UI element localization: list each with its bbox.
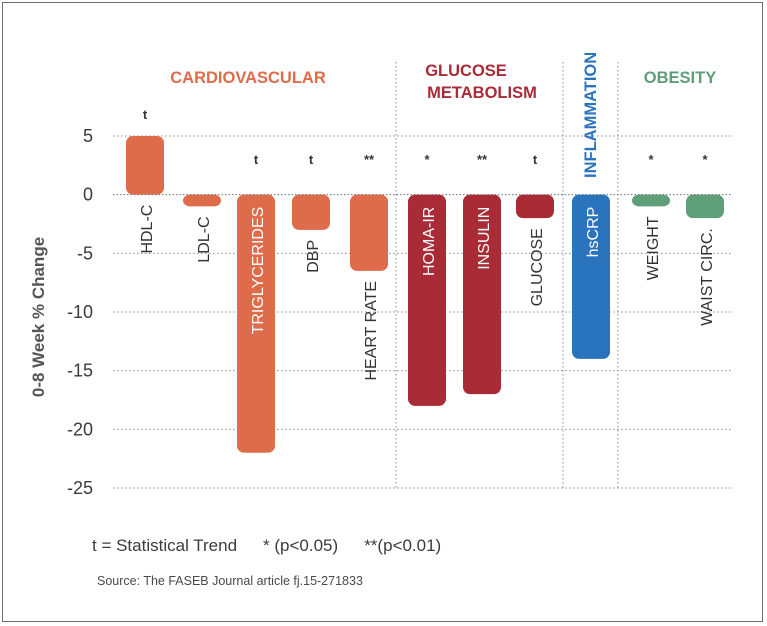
- bar: [237, 194, 275, 453]
- significance-mark: t: [254, 152, 259, 167]
- bar: [686, 194, 724, 219]
- legend-p01: **(p<0.01): [364, 536, 442, 555]
- bar-label: WEIGHT: [645, 216, 662, 280]
- y-axis-label: 0-8 Week % Change: [29, 237, 48, 397]
- y-tick-label: -5: [77, 243, 93, 263]
- source-note: Source: The FASEB Journal article fj.15-…: [97, 574, 363, 588]
- bar: [183, 194, 221, 207]
- y-tick-label: 0: [83, 185, 93, 205]
- group-header-glucose-line1: GLUCOSE: [425, 62, 507, 80]
- group-header-cardiovascular: CARDIOVASCULAR: [170, 69, 326, 87]
- bar: [408, 194, 446, 406]
- bar-label: TRIGLYCERIDES: [250, 207, 267, 335]
- group-header-obesity: OBESITY: [644, 69, 716, 87]
- group-header-glucose-line2: METABOLISM: [427, 84, 537, 102]
- bar-label: GLUCOSE: [529, 228, 546, 306]
- significance-mark: t: [533, 152, 538, 167]
- significance-mark: t: [143, 107, 148, 122]
- bar-label: HEART RATE: [363, 281, 380, 381]
- bar-label: LDL-C: [196, 216, 213, 262]
- significance-mark: t: [309, 152, 314, 167]
- bar: [292, 194, 330, 230]
- group-header-inflammation: INFLAMMATION: [582, 52, 600, 178]
- bar-label: hsCRP: [585, 207, 602, 258]
- bar: [126, 136, 164, 195]
- y-tick-label: -25: [67, 478, 93, 498]
- y-tick-label: -15: [67, 361, 93, 381]
- significance-mark: **: [477, 152, 488, 167]
- bar: [516, 194, 554, 219]
- significance-mark: **: [364, 152, 375, 167]
- bar-label: HDL-C: [139, 205, 156, 254]
- y-tick-label: -20: [67, 419, 93, 439]
- legend-trend: t = Statistical Trend: [92, 536, 238, 555]
- significance-legend: t = Statistical Trend * (p<0.05) **(p<0.01…: [92, 536, 467, 556]
- legend-p05: * (p<0.05): [263, 536, 339, 555]
- y-tick-label: -10: [67, 302, 93, 322]
- bar: [463, 194, 501, 395]
- significance-mark: *: [702, 152, 708, 167]
- bar-label: DBP: [305, 240, 322, 273]
- significance-mark: *: [424, 152, 430, 167]
- bar-label: HOMA-IR: [421, 207, 438, 276]
- y-tick-label: 5: [83, 126, 93, 146]
- bar: [572, 194, 610, 359]
- bar: [350, 194, 388, 271]
- bar-label: INSULIN: [476, 207, 493, 270]
- significance-mark: *: [648, 152, 654, 167]
- bar-label: WAIST CIRC.: [699, 228, 716, 326]
- bar: [632, 194, 670, 207]
